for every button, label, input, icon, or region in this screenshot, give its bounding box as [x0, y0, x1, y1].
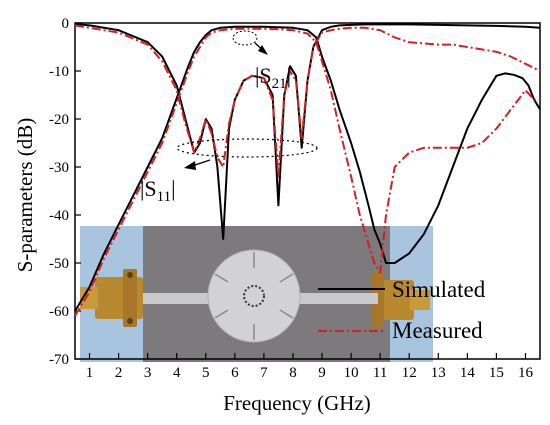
y-tick-label: -10 [49, 64, 69, 80]
x-tick-label: 5 [202, 365, 210, 381]
via-ring [243, 285, 265, 307]
y-tick-label: -30 [49, 160, 69, 176]
right-sma-connector [372, 272, 430, 328]
x-tick-label: 14 [460, 365, 476, 381]
x-tick-label: 10 [344, 365, 359, 381]
s21-arrowhead [258, 45, 268, 55]
left-sma-connector [80, 269, 143, 327]
patch-slots [214, 252, 294, 340]
x-tick-label: 9 [318, 365, 326, 381]
x-tick-label: 6 [231, 365, 239, 381]
y-tick-label: -60 [49, 304, 69, 320]
y-tick-label: -70 [49, 352, 69, 368]
plot-frame [74, 22, 541, 360]
series-simulated-s11 [74, 23, 541, 240]
x-tick-label: 16 [518, 365, 534, 381]
x-tick-label: 7 [260, 365, 268, 381]
y-tick-label: -40 [49, 208, 69, 224]
y-tick-labels: 0 -10 -20 -30 -40 -50 -60 -70 [49, 16, 69, 368]
series-measured-s11 [74, 24, 541, 178]
x-tick-label: 2 [115, 365, 123, 381]
legend-label-simulated: Simulated [392, 277, 486, 302]
circular-patch-resonator [207, 249, 301, 343]
x-tick-label: 8 [289, 365, 297, 381]
y-tick-label: 0 [62, 16, 70, 32]
s11-highlight-ellipse [176, 138, 318, 158]
s21-label: |S21| [255, 63, 291, 92]
x-tick-label: 11 [373, 365, 387, 381]
s11-arrowhead [184, 161, 196, 170]
series-simulated-s21 [74, 25, 541, 312]
y-axis-title: S-parameters (dB) [13, 118, 37, 273]
x-tick-label: 1 [86, 365, 94, 381]
y-tick-label: -20 [49, 112, 69, 128]
filter-photo-inset [80, 226, 433, 362]
s21-highlight-ellipse [232, 30, 258, 46]
legend-label-measured: Measured [392, 318, 483, 343]
legend: Simulated Measured [318, 277, 486, 343]
s11-label: |S11| [140, 176, 176, 205]
x-tick-label: 3 [144, 365, 152, 381]
x-tick-label: 13 [431, 365, 446, 381]
series-measured-s21 [74, 27, 540, 317]
x-axis-title: Frequency (GHz) [223, 391, 371, 415]
axis-ticks [75, 22, 527, 360]
x-tick-label: 4 [173, 365, 181, 381]
annotations: |S21| |S11| [140, 30, 318, 205]
x-tick-label: 12 [402, 365, 417, 381]
x-tick-label: 15 [489, 365, 504, 381]
x-tick-labels: 1 2 3 4 5 6 7 8 9 10 11 12 13 14 15 16 [86, 365, 534, 381]
y-tick-label: -50 [49, 256, 69, 272]
series-curves [74, 23, 541, 317]
